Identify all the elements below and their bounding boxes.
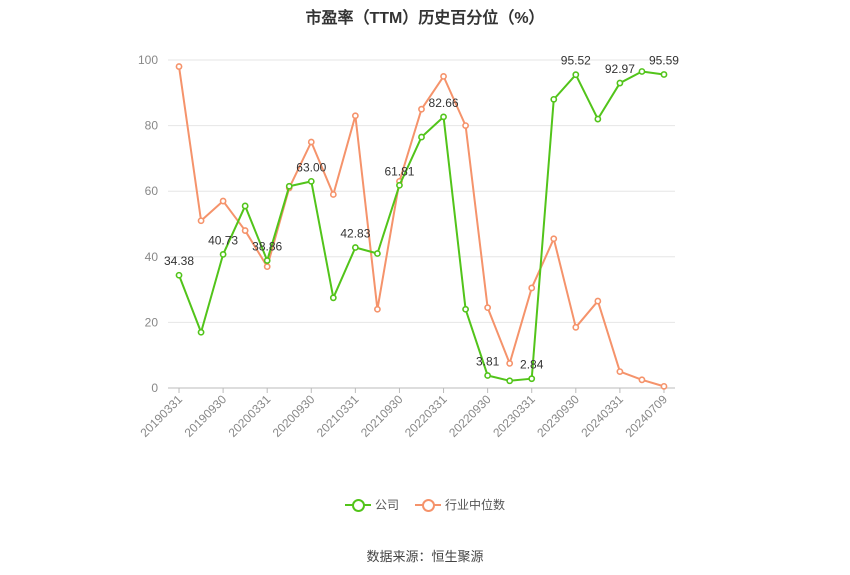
data-point-0 (351, 244, 359, 251)
data-point-0 (572, 71, 580, 79)
data-point-0 (484, 372, 492, 379)
data-point-0 (241, 202, 249, 210)
legend-swatch-industry-icon (415, 498, 441, 512)
data-point-1 (594, 297, 602, 305)
data-point-1 (418, 105, 425, 113)
x-tick-label: 20220331 (402, 392, 450, 440)
x-tick-label: 20240331 (578, 392, 626, 440)
data-point-1 (241, 227, 249, 234)
y-tick-label: 80 (145, 119, 159, 133)
y-tick-label: 20 (145, 315, 159, 329)
data-point-1 (440, 73, 447, 80)
data-point-1 (175, 63, 183, 70)
data-point-0 (219, 251, 227, 258)
data-point-1 (462, 122, 469, 129)
data-point-1 (307, 138, 315, 146)
data-point-1 (638, 376, 646, 384)
data-point-1 (197, 217, 205, 225)
chart-title: 市盈率（TTM）历史百分位（%） (305, 10, 545, 27)
legend-label-company: 公司 (374, 498, 399, 512)
data-label: 61.81 (384, 164, 414, 178)
data-label: 82.66 (429, 96, 459, 110)
x-tick-label: 20210930 (358, 392, 406, 440)
data-point-0 (307, 177, 315, 185)
data-point-0 (175, 271, 183, 279)
data-point-1 (219, 197, 227, 205)
data-label: 95.52 (561, 54, 591, 68)
data-point-0 (197, 328, 205, 336)
data-source: 数据来源：恒生聚源 (366, 549, 484, 564)
legend-item-industry-median[interactable]: 行业中位数 (415, 496, 505, 513)
y-tick-label: 60 (145, 184, 159, 198)
data-point-0 (506, 377, 514, 385)
data-point-1 (374, 305, 381, 313)
x-tick-label: 20200930 (270, 392, 318, 440)
legend-item-company[interactable]: 公司 (344, 496, 399, 513)
x-tick-label: 20240709 (622, 392, 670, 440)
series-line-1 (178, 66, 665, 388)
data-label: 63.00 (296, 160, 326, 174)
data-point-0 (594, 115, 602, 123)
data-label: 40.73 (208, 233, 238, 247)
data-label: 95.59 (649, 53, 679, 67)
data-point-1 (550, 235, 558, 243)
data-point-0 (329, 294, 337, 302)
data-point-0 (550, 95, 558, 103)
data-point-0 (263, 257, 271, 264)
data-label: 2.84 (520, 358, 544, 372)
x-tick-label: 20190331 (137, 392, 185, 440)
data-point-0 (374, 250, 381, 257)
data-point-0 (616, 79, 624, 87)
data-label: 38.86 (252, 240, 282, 254)
x-tick-label: 20230331 (490, 392, 538, 440)
data-point-1 (528, 284, 536, 292)
data-point-1 (351, 112, 359, 120)
y-tick-label: 0 (151, 381, 158, 395)
series-line-0 (178, 70, 665, 382)
y-tick-label: 100 (138, 53, 158, 67)
data-point-0 (396, 181, 403, 189)
data-point-0 (285, 182, 293, 190)
data-point-1 (484, 304, 492, 312)
x-tick-label: 20200331 (226, 392, 274, 440)
x-tick-label: 20210331 (314, 392, 362, 440)
data-point-1 (506, 359, 514, 367)
data-label: 34.38 (164, 254, 194, 268)
x-tick-label: 20190930 (182, 392, 230, 440)
data-point-1 (616, 368, 624, 375)
data-point-0 (660, 71, 668, 78)
data-label: 42.83 (340, 227, 370, 241)
x-tick-label: 20230930 (534, 392, 582, 440)
data-point-1 (263, 263, 271, 271)
data-point-0 (638, 68, 646, 75)
data-label: 92.97 (605, 62, 635, 76)
legend-label-industry-median: 行业中位数 (445, 498, 506, 512)
x-tick-label: 20220930 (446, 392, 494, 440)
data-point-1 (329, 191, 337, 198)
y-tick-label: 40 (145, 250, 159, 264)
legend-swatch-company-icon (344, 498, 371, 512)
chart-legend: 公司 行业中位数 (0, 496, 850, 513)
data-point-0 (528, 375, 536, 383)
data-point-0 (418, 133, 425, 141)
data-point-1 (572, 323, 580, 331)
data-point-0 (462, 305, 469, 313)
data-point-0 (440, 113, 447, 121)
data-point-1 (660, 382, 668, 390)
data-label: 3.81 (476, 355, 500, 369)
